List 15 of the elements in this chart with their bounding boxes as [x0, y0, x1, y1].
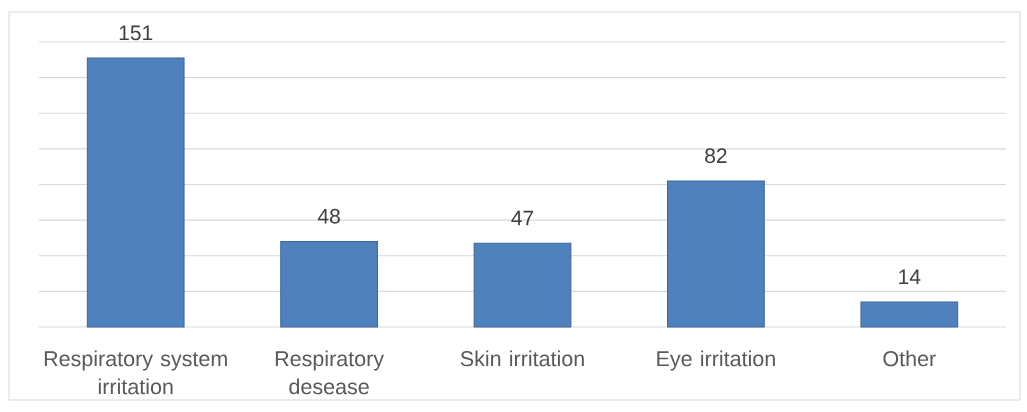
data-label: 151: [119, 25, 153, 41]
data-label: 47: [511, 210, 534, 226]
x-tick-label: Skin irritation: [460, 350, 584, 367]
data-label: 48: [317, 208, 340, 224]
x-tick-label: Other: [883, 350, 936, 367]
x-tick-label: Eye irritation: [657, 350, 775, 371]
bar: [280, 241, 378, 328]
x-tick-label: Respiratory desease: [275, 350, 385, 395]
bar: [860, 301, 959, 328]
bar: [86, 57, 185, 328]
data-label: 14: [899, 269, 921, 285]
bar: [667, 180, 765, 328]
bar: [473, 242, 572, 328]
x-tick-label: Respiratory system irritation: [44, 350, 227, 395]
data-label: 82: [705, 148, 727, 164]
